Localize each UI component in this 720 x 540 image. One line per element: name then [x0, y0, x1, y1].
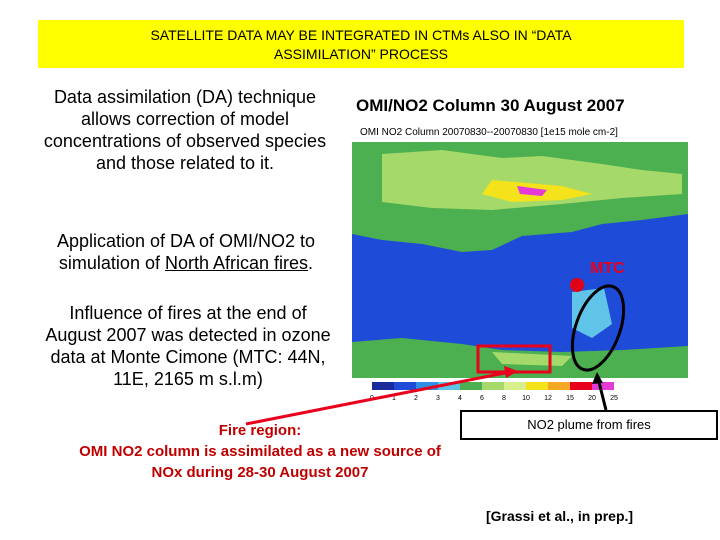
title-banner: SATELLITE DATA MAY BE INTEGRATED IN CTMs…	[38, 20, 684, 68]
colorbar-tick-label: 15	[566, 395, 574, 402]
colorbar-ticks: 0 1 2 3 4 6 8 10 12 15 20 25	[370, 395, 618, 402]
colorbar-tick-label: 0	[370, 395, 374, 402]
paragraph-application-end: .	[308, 253, 314, 273]
no2-moderate-europe	[382, 150, 682, 210]
plume-label: NO2 plume from fires	[460, 410, 718, 440]
map-title: OMI/NO2 Column 30 August 2007	[356, 96, 625, 115]
citation: [Grassi et al., in prep.]	[486, 508, 634, 524]
colorbar	[372, 382, 614, 390]
map-header-text: OMI NO2 Column 20070830--20070830 [1e15 …	[360, 127, 618, 138]
paragraph-application-start: Application of DA of OMI/NO2 to simulati…	[56, 231, 316, 273]
fire-region-caption: Fire region: OMI NO2 column is assimilat…	[40, 420, 480, 483]
banner-line-1: SATELLITE DATA MAY BE INTEGRATED IN CTMs…	[150, 27, 572, 43]
colorbar-tick-label: 4	[458, 395, 462, 402]
colorbar-tick-label: 25	[610, 395, 618, 402]
colorbar-tick-label: 10	[522, 395, 530, 402]
colorbar-tick-label: 8	[502, 395, 506, 402]
mtc-label: MTC	[590, 260, 625, 277]
colorbar-tick-label: 2	[414, 395, 418, 402]
north-african-fires-link[interactable]: North African fires	[164, 253, 309, 273]
colorbar-tick-label: 3	[436, 395, 440, 402]
fire-caption-line-3: NOx during 28-30 August 2007	[151, 464, 369, 481]
colorbar-tick-label: 6	[480, 395, 484, 402]
map-image: OMI NO2 Column 20070830--20070830 [1e15 …	[352, 127, 688, 402]
mtc-marker	[570, 278, 584, 292]
paragraph-influence: Influence of fires at the end of August …	[45, 303, 331, 389]
paragraph-application: Application of DA of OMI/NO2 to simulati…	[36, 230, 336, 274]
paragraph-data-assimilation: Data assimilation (DA) technique allows …	[43, 87, 327, 173]
colorbar-tick-label: 20	[588, 395, 596, 402]
fire-caption-line-1: Fire region:	[218, 422, 302, 439]
colorbar-tick-label: 1	[392, 395, 396, 402]
fire-caption-line-2: OMI NO2 column is assimilated as a new s…	[79, 443, 441, 460]
omi-no2-map: OMI NO2 Column 20070830--20070830 [1e15 …	[342, 124, 690, 406]
banner-line-2: ASSIMILATION” PROCESS	[274, 46, 448, 62]
no2-peak-region	[517, 186, 547, 196]
colorbar-tick-label: 12	[544, 395, 552, 402]
